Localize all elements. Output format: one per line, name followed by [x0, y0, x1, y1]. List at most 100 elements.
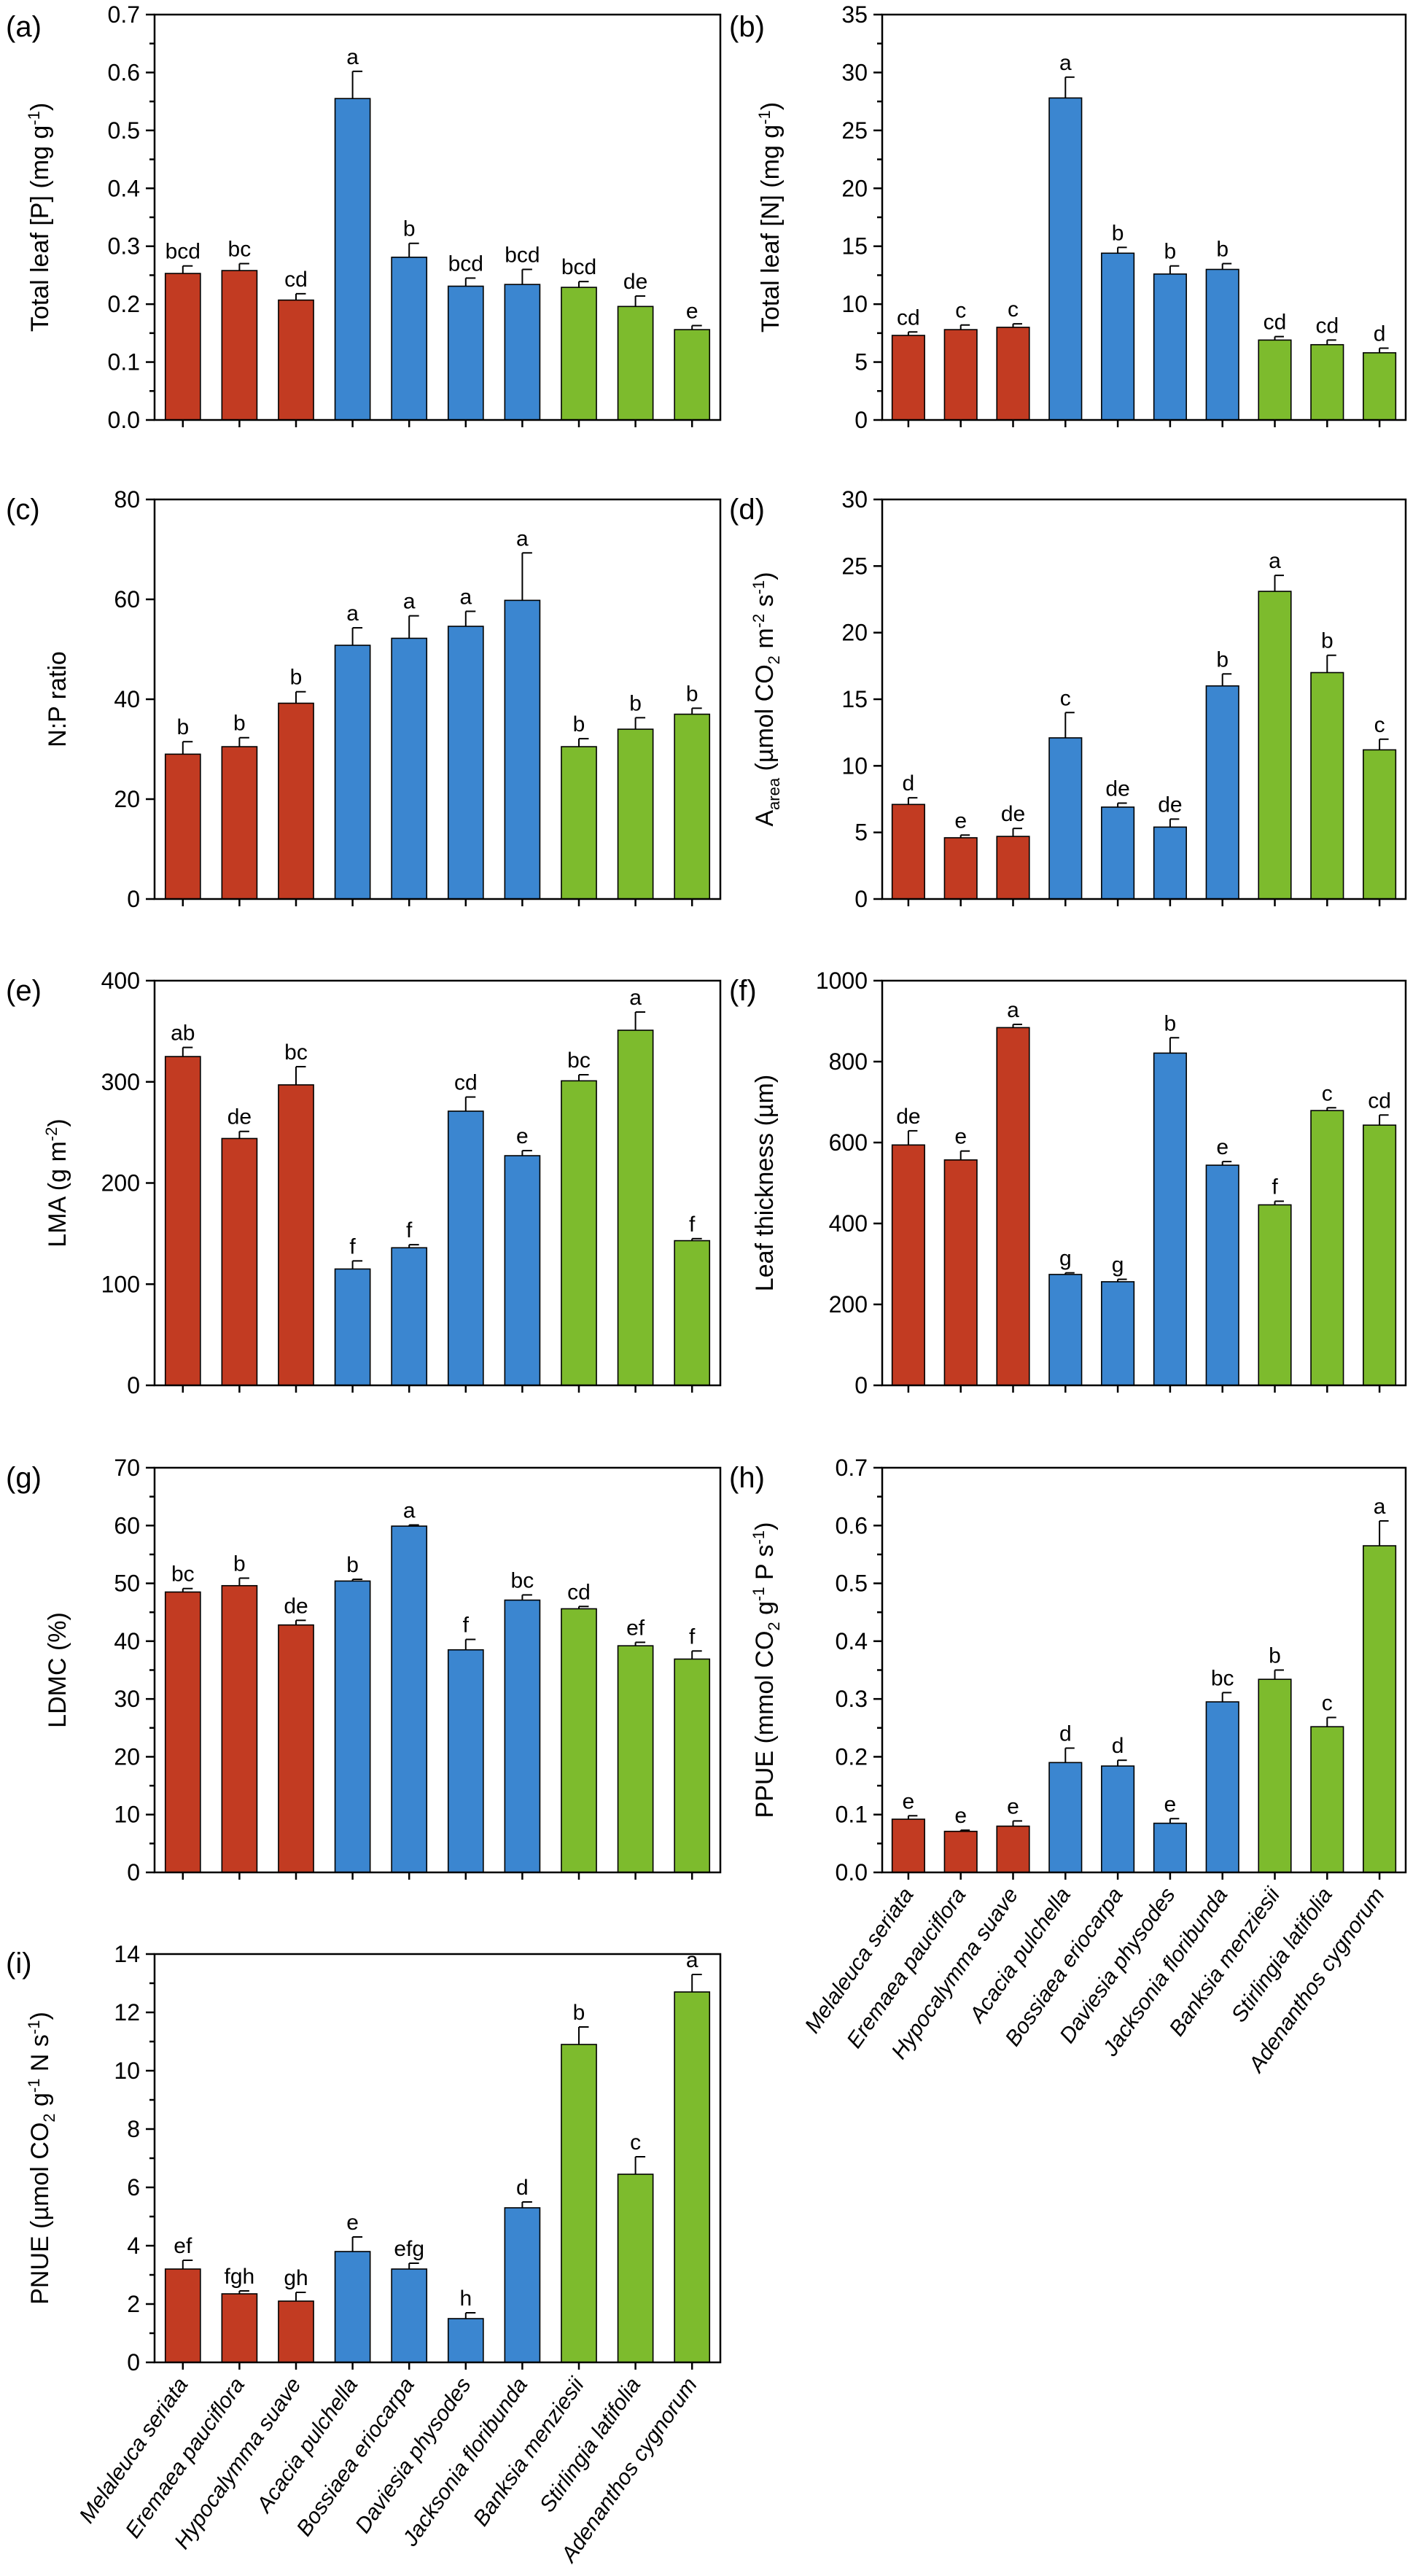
significance-letter: a: [1007, 998, 1019, 1022]
bar: [334, 1580, 371, 1873]
y-axis-label-part: 2: [40, 2113, 58, 2122]
chart-panel-9: (i) ef fgh gh e efg h d b c a 0 2 4 6 8 10 12 14 PNUE (µmol…: [6, 1941, 722, 2375]
significance-letter: f: [1272, 1175, 1278, 1199]
y-tick-label: 0.2: [836, 1743, 868, 1770]
y-tick-label: 0: [127, 1859, 140, 1886]
significance-letter: c: [1322, 1081, 1333, 1105]
y-axis-label-part: g: [751, 1601, 779, 1622]
bar: [561, 287, 597, 421]
y-tick-label: 40: [114, 686, 140, 712]
panel-label: (f): [729, 975, 757, 1007]
bar: [447, 626, 484, 900]
y-tick-label: 10: [114, 2058, 140, 2084]
significance-letter: bcd: [166, 240, 201, 264]
significance-letter: a: [629, 986, 642, 1010]
significance-letter: c: [630, 2131, 641, 2155]
bar: [617, 306, 654, 421]
bar: [1101, 1281, 1135, 1386]
bar: [1310, 1110, 1344, 1386]
y-axis-label-part: -2: [42, 1127, 61, 1142]
y-tick-label: 10: [114, 1802, 140, 1828]
bar: [561, 1080, 597, 1386]
significance-letter: b: [573, 2001, 585, 2025]
significance-letter: f: [463, 1613, 470, 1637]
bar: [504, 1155, 541, 1386]
bar: [943, 1830, 978, 1873]
bar: [674, 1658, 711, 1873]
significance-letter: h: [459, 2287, 472, 2311]
y-tick-label: 15: [841, 686, 868, 712]
significance-letter: f: [689, 1213, 696, 1237]
bar: [1153, 273, 1187, 421]
y-tick-label: 6: [127, 2174, 140, 2201]
bar: [504, 284, 541, 421]
bar: [1101, 806, 1135, 900]
y-tick-label: 400: [101, 968, 140, 994]
y-tick-label: 30: [841, 59, 868, 85]
bar: [1363, 1124, 1397, 1386]
y-tick-label: 20: [114, 786, 140, 812]
bar: [334, 98, 371, 421]
significance-letter: c: [1322, 1692, 1333, 1716]
significance-letter: b: [233, 1552, 246, 1576]
bar: [278, 299, 314, 421]
bar: [1258, 1204, 1292, 1386]
bar: [1153, 826, 1187, 900]
panel-label: (a): [6, 11, 42, 43]
y-tick-label: 0.4: [108, 175, 140, 201]
bar: [391, 2268, 428, 2363]
bar: [391, 637, 428, 900]
y-tick-label: 600: [829, 1129, 868, 1156]
y-axis-label-part: -1: [25, 2079, 43, 2093]
significance-letter: a: [1374, 1495, 1386, 1519]
significance-letter: cd: [454, 1071, 478, 1095]
y-axis-label-part: ): [26, 2012, 54, 2020]
y-tick-label: 800: [829, 1048, 868, 1075]
x-tick-label: Stirlingia latifolia: [535, 2373, 645, 2517]
significance-letter: e: [954, 1804, 967, 1828]
significance-letter: d: [516, 2176, 529, 2200]
y-axis-label-part: Total leaf [N] (mg g: [757, 125, 785, 332]
panel-label: (g): [6, 1462, 42, 1494]
bar: [334, 1268, 371, 1386]
y-tick-label: 50: [114, 1571, 140, 1597]
significance-letter: e: [516, 1124, 529, 1148]
y-tick-label: 25: [841, 553, 868, 579]
significance-letter: c: [1060, 686, 1071, 710]
significance-letter: a: [346, 602, 359, 626]
y-tick-label: 8: [127, 2116, 140, 2142]
significance-letter: bcd: [448, 252, 483, 276]
significance-letter: bcd: [561, 255, 596, 279]
bar: [278, 1624, 314, 1873]
bar: [617, 728, 654, 900]
bar: [1258, 1678, 1292, 1873]
y-axis-label-part: LMA (g m: [44, 1141, 71, 1247]
bar: [1048, 1274, 1083, 1386]
significance-letter: bc: [1211, 1666, 1234, 1690]
y-axis-label-part: ): [26, 103, 54, 111]
significance-letter: d: [903, 771, 915, 795]
y-tick-label: 2: [127, 2291, 140, 2317]
bar: [891, 803, 925, 900]
significance-letter: efg: [394, 2237, 424, 2261]
bar: [674, 329, 711, 421]
bar: [891, 1818, 925, 1873]
y-tick-label: 10: [841, 752, 868, 779]
significance-letter: b: [1164, 1011, 1177, 1035]
y-axis-label-part: -1: [25, 111, 43, 125]
significance-letter: a: [346, 45, 359, 69]
y-axis-label-part: Leaf thickness (µm): [751, 1075, 779, 1291]
significance-letter: c: [1008, 297, 1019, 322]
significance-letter: b: [629, 691, 642, 715]
significance-letter: de: [227, 1105, 252, 1129]
significance-letter: b: [233, 712, 246, 736]
significance-letter: b: [1216, 647, 1229, 672]
y-axis-label: LMA (g m-2): [42, 1118, 71, 1247]
bar: [447, 1649, 484, 1873]
significance-letter: e: [954, 809, 967, 833]
chart-panel-5: (e) ab de bc f f cd e bc a f 0 100 200 300 400 LMA (g m-…: [6, 968, 722, 1398]
y-tick-label: 0.5: [108, 117, 140, 144]
y-tick-label: 20: [114, 1743, 140, 1770]
